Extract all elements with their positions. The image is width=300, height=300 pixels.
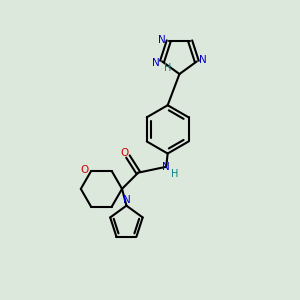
Text: N: N (123, 195, 130, 205)
Text: N: N (162, 162, 170, 172)
Text: O: O (80, 164, 89, 175)
Text: H: H (164, 63, 172, 73)
Text: O: O (120, 148, 128, 158)
Text: H: H (171, 169, 178, 179)
Text: N: N (158, 34, 166, 44)
Text: N: N (200, 55, 207, 65)
Text: N: N (152, 58, 160, 68)
